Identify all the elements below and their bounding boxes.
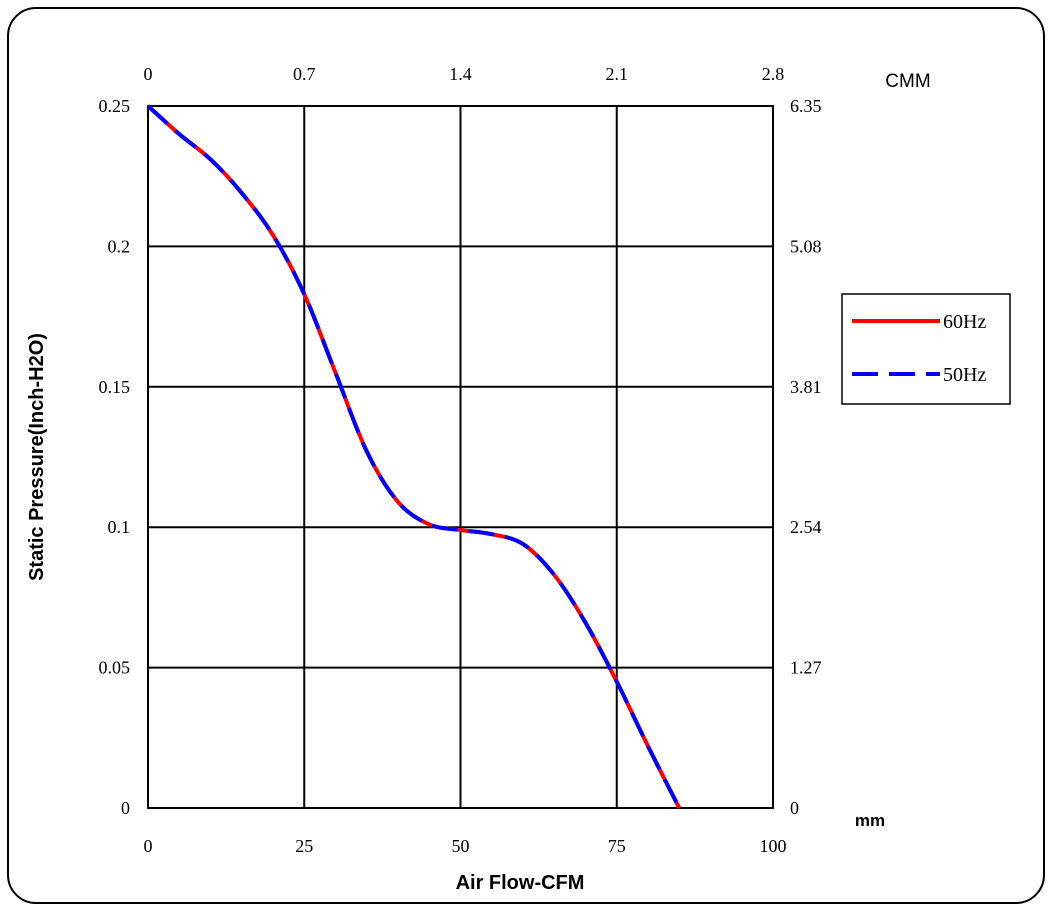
legend-label-60hz: 60Hz [943,311,986,333]
x-tick-label: 75 [608,836,626,856]
x-tick-label: 25 [295,836,313,856]
top-x-tick-label: 2.8 [762,64,785,84]
y-tick-label: 0.1 [108,517,131,537]
top-x-tick-label: 2.1 [606,64,629,84]
top-axis-unit-label: CMM [885,71,930,92]
legend: 60Hz 50Hz [841,293,1011,405]
x-tick-label: 50 [452,836,470,856]
top-x-tick-label: 0.7 [293,64,316,84]
y-tick-label: 0.05 [99,658,131,678]
x-unit-label: mm [855,811,885,830]
grid-lines [148,106,773,808]
y-tick-label: 0.15 [99,377,131,397]
right-y-tick-label: 1.27 [790,658,822,678]
y-axis-title: Static Pressure(Inch-H2O) [26,333,48,581]
x-tick-label: 100 [760,836,787,856]
top-x-tick-label: 0 [144,64,153,84]
right-y-tick-label: 6.35 [790,96,822,116]
right-y-tick-label: 3.81 [790,377,822,397]
top-x-tick-label: 1.4 [449,64,472,84]
series-layer [146,104,682,809]
series-line-50hz [146,104,682,809]
outer-frame [7,7,1045,904]
right-y-tick-label: 2.54 [790,517,822,537]
x-axis-title: Air Flow-CFM [456,872,585,894]
legend-box [841,293,1011,405]
y-tick-label: 0 [121,798,130,818]
legend-label-50hz: 50Hz [943,364,986,386]
x-tick-label: 0 [144,836,153,856]
y-tick-label: 0.2 [108,236,131,256]
right-y-tick-label: 0 [790,798,799,818]
right-y-tick-label: 5.08 [790,236,822,256]
y-tick-label: 0.25 [99,96,131,116]
